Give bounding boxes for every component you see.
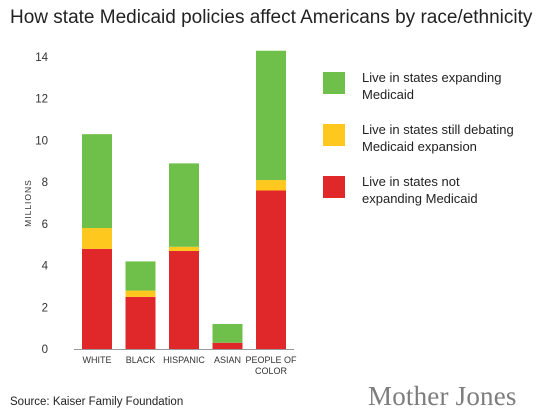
y-tick-label-8: 8	[42, 177, 48, 189]
legend-label-live-in-states-not-expanding-medicaid-line-1: Live in states not	[362, 174, 460, 189]
y-tick-label-0: 0	[42, 344, 48, 356]
bar-people-of-color-live-in-states-still-debating-medicaid-expansion	[256, 180, 286, 191]
chart-title: How state Medicaid policies affect Ameri…	[10, 7, 533, 28]
bars	[82, 50, 286, 349]
bar-black-live-in-states-not-expanding-medicaid	[125, 296, 156, 349]
bar-hispanic-live-in-states-still-debating-medicaid-expansion	[169, 246, 199, 251]
x-tick-label-white: WHITE	[83, 355, 112, 365]
bar-black-live-in-states-still-debating-medicaid-expansion	[125, 290, 156, 297]
x-tick-label-people-of-color-line-1: PEOPLE OF	[245, 355, 297, 365]
y-tick-label-4: 4	[42, 261, 49, 273]
legend-label-live-in-states-still-debating-medicaid-expansion-line-1: Live in states still debating	[362, 122, 514, 137]
bar-white-live-in-states-expanding-medicaid	[82, 134, 112, 229]
bar-hispanic-live-in-states-not-expanding-medicaid	[169, 250, 199, 349]
x-tick-label-asian: ASIAN	[214, 355, 241, 365]
bar-asian-live-in-states-expanding-medicaid	[212, 323, 243, 343]
y-tick-label-14: 14	[35, 52, 48, 64]
y-tick-label-6: 6	[42, 219, 48, 231]
bar-hispanic-live-in-states-expanding-medicaid	[169, 163, 199, 247]
legend-label-live-in-states-still-debating-medicaid-expansion-line-2: Medicaid expansion	[362, 139, 477, 154]
y-axis: 0 2 4 6 8 10 12 14 MILLIONS	[23, 52, 49, 356]
legend-label-live-in-states-expanding-medicaid-line-1: Live in states expanding	[362, 70, 501, 85]
bar-black-live-in-states-expanding-medicaid	[125, 261, 156, 291]
legend-label-live-in-states-expanding-medicaid-line-2: Medicaid	[362, 87, 414, 102]
bar-white-live-in-states-not-expanding-medicaid	[82, 248, 112, 349]
legend-swatch-live-in-states-still-debating-medicaid-expansion	[323, 124, 345, 146]
source-note: Source: Kaiser Family Foundation	[10, 396, 184, 408]
legend: Live in states expanding Medicaid Live in …	[323, 70, 514, 206]
x-tick-label-hispanic: HISPANIC	[163, 355, 205, 365]
x-tick-label-black: BLACK	[126, 355, 156, 365]
y-tick-label-10: 10	[35, 135, 48, 147]
bar-people-of-color-live-in-states-expanding-medicaid	[256, 50, 286, 181]
legend-swatch-live-in-states-not-expanding-medicaid	[323, 176, 345, 198]
x-tick-label-people-of-color-line-2: COLOR	[255, 366, 288, 376]
y-tick-label-2: 2	[42, 302, 48, 314]
bar-white-live-in-states-still-debating-medicaid-expansion	[82, 228, 112, 249]
bar-people-of-color-live-in-states-not-expanding-medicaid	[256, 190, 286, 349]
bar-asian-live-in-states-not-expanding-medicaid	[212, 342, 243, 349]
legend-label-live-in-states-not-expanding-medicaid-line-2: expanding Medicaid	[362, 191, 478, 206]
legend-swatch-live-in-states-expanding-medicaid	[323, 72, 345, 94]
y-axis-label: MILLIONS	[23, 179, 33, 227]
brand-logo: Mother Jones	[368, 381, 517, 411]
y-tick-label-12: 12	[35, 94, 48, 106]
